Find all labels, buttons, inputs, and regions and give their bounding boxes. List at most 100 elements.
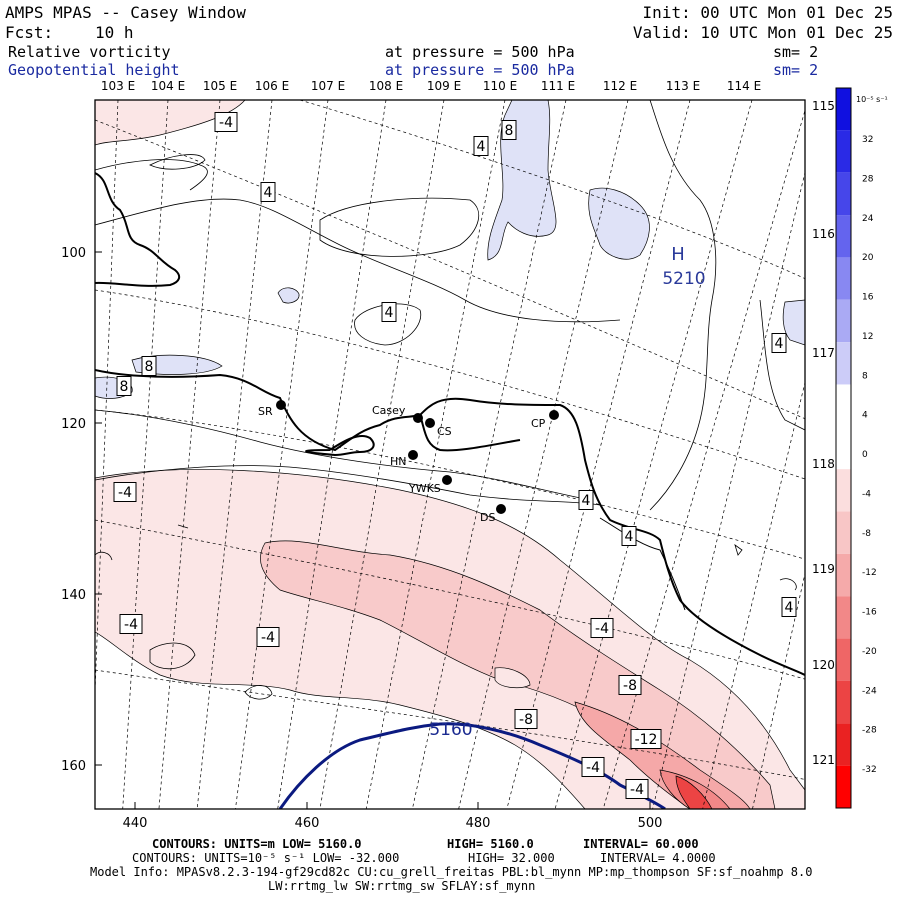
high-center-value: 5210 <box>662 269 705 289</box>
colorbar-segment <box>836 765 851 808</box>
colorbar-label: 0 <box>862 450 868 460</box>
high-center-letter: H <box>671 244 685 265</box>
contour-label: -4 <box>581 757 605 777</box>
station-dot <box>408 450 418 460</box>
vorticity-shading <box>95 100 805 809</box>
contour-label: -4 <box>590 618 614 638</box>
height-contour-info: CONTOURS: UNITS=m LOW= 5160.0 <box>152 837 362 851</box>
field2-smoothing: sm= 2 <box>773 61 819 79</box>
lon-label-top: 113 E <box>666 79 700 93</box>
lon-label-top: 109 E <box>427 79 461 93</box>
negative-vorticity-area <box>494 667 531 689</box>
positive-vorticity-area <box>782 299 805 346</box>
contour-label: -4 <box>256 627 280 647</box>
y-tick-label: 140 <box>61 588 86 603</box>
contour-label-text: -8 <box>623 678 637 694</box>
station-dot <box>276 400 286 410</box>
valid-time: Valid: 10 UTC Mon 01 Dec 25 <box>632 23 893 42</box>
colorbar-segment <box>836 384 851 427</box>
forecast-value: 10 h <box>95 23 134 42</box>
vorticity-contour-high: HIGH= 32.000 <box>468 851 555 865</box>
field1-smoothing: sm= 2 <box>773 43 819 61</box>
colorbar-label: 32 <box>862 135 873 145</box>
station-label: YWKS <box>408 482 441 495</box>
contour-label-text: 4 <box>775 336 784 352</box>
contour-label: -4 <box>113 482 137 502</box>
coastline <box>95 172 805 676</box>
contour-label-text: -4 <box>219 115 233 131</box>
contour-label-text: -4 <box>118 485 132 501</box>
field1-level: at pressure = 500 hPa <box>385 43 575 61</box>
colorbar-label: -4 <box>862 489 871 499</box>
negative-vorticity-area <box>675 775 713 809</box>
x-tick-label: 460 <box>295 816 320 831</box>
colorbar-segment <box>836 88 851 131</box>
y-tick-label: 100 <box>61 246 86 261</box>
station-label: CS <box>437 425 452 438</box>
colorbar-segment <box>836 130 851 173</box>
lon-label-top: 104 E <box>151 79 185 93</box>
colorbar-label: -8 <box>862 529 871 539</box>
contour-label-text: 4 <box>582 493 591 509</box>
station-label: SR <box>258 405 273 418</box>
contour-label: -12 <box>630 729 662 749</box>
geopotential-contour <box>278 722 666 809</box>
vorticity-contour-interval: INTERVAL= 4.0000 <box>600 851 716 865</box>
contour-label-text: 4 <box>264 185 273 201</box>
y-tick-label: 160 <box>61 759 86 774</box>
y-axis: 100 120 140 160 <box>61 246 102 774</box>
contour-label: 8 <box>116 376 132 396</box>
x-tick-label: 500 <box>638 816 663 831</box>
colorbar-label: 28 <box>862 174 874 184</box>
lon-label-top: 108 E <box>369 79 403 93</box>
contour-label-text: -4 <box>595 621 609 637</box>
contour-label: 4 <box>381 302 397 322</box>
contour-label: -8 <box>514 709 538 729</box>
colorbar-segment <box>836 215 851 258</box>
colorbar-segment <box>836 596 851 639</box>
vorticity-contour-lines <box>95 100 805 700</box>
colorbar-label: -12 <box>862 568 877 578</box>
colorbar-segment <box>836 299 851 343</box>
lon-label-top: 110 E <box>483 79 517 93</box>
station-markers: SR Casey CS CP HN YWKS DS <box>258 400 559 524</box>
contour-label: -4 <box>214 112 238 132</box>
colorbar-segment <box>836 426 851 470</box>
positive-vorticity-area <box>588 187 650 260</box>
contour-label: 4 <box>781 597 797 617</box>
lon-label-top: 105 E <box>203 79 237 93</box>
contour-label-text: 8 <box>145 359 154 375</box>
lon-label-top: 106 E <box>255 79 289 93</box>
colorbar-label: -28 <box>862 726 877 736</box>
contour-label-text: -4 <box>124 617 138 633</box>
colorbar-label: 24 <box>862 214 874 224</box>
x-axis: 440 460 480 500 <box>123 802 663 831</box>
colorbar: 32 28 24 20 16 12 8 4 0 -4 -8 -12 -16 -20 -24 -28 -32 <box>835 87 877 809</box>
colorbar-segment <box>836 723 851 766</box>
lon-label-top: 103 E <box>101 79 135 93</box>
contour-label-text: -4 <box>586 760 600 776</box>
contour-label: -4 <box>625 779 649 799</box>
contour-label: 4 <box>260 182 276 202</box>
colorbar-label: -24 <box>862 686 877 696</box>
colorbar-label: 8 <box>862 371 868 381</box>
contour-label: 4 <box>578 490 594 510</box>
colorbar-label: 20 <box>862 253 874 263</box>
colorbar-label: -20 <box>862 647 877 657</box>
height-contour-label: 5160 <box>429 720 472 740</box>
colorbar-segment <box>836 511 851 554</box>
forecast-label: Fcst: <box>5 23 54 42</box>
colorbar-label: 16 <box>862 293 874 303</box>
contour-label-text: -12 <box>635 732 658 748</box>
contour-label-text: -4 <box>261 630 275 646</box>
colorbar-units: 10⁻⁵ s⁻¹ <box>856 95 888 104</box>
contour-label: -4 <box>119 614 143 634</box>
contour-label-text: 4 <box>385 305 394 321</box>
ice-shelf-edge <box>599 517 686 611</box>
contour-label-text: 8 <box>120 379 129 395</box>
station-dot <box>549 410 559 420</box>
contour-label: -8 <box>618 675 642 695</box>
vorticity-contour-info: CONTOURS: UNITS=10⁻⁵ s⁻¹ LOW= -32.000 <box>132 851 400 865</box>
